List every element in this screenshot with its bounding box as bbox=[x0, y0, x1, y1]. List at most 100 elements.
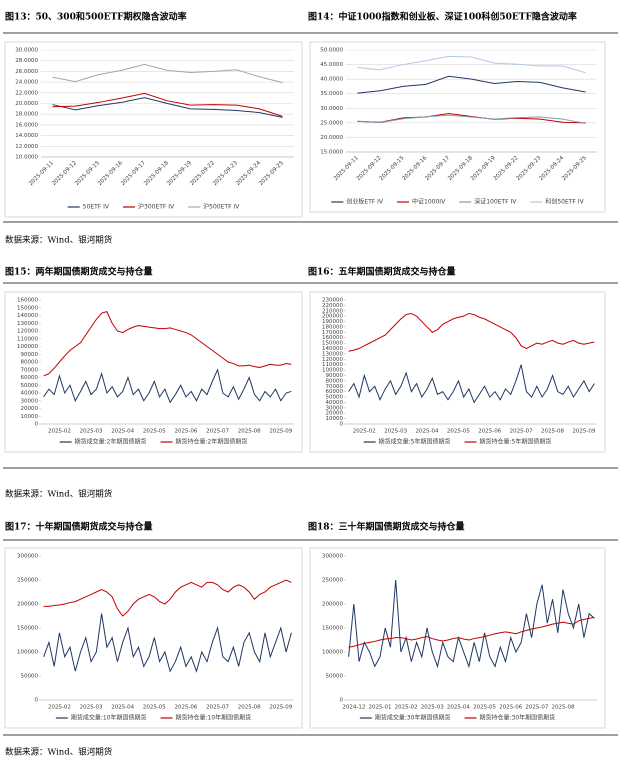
y-tick-label: 20.0000 bbox=[320, 135, 343, 141]
source-note: 数据来源：Wind、银河期货 bbox=[5, 747, 113, 758]
y-tick-label: 120000 bbox=[322, 357, 343, 363]
legend-label: 沪500ETF IV bbox=[203, 203, 240, 211]
y-tick-label: 70000 bbox=[21, 367, 39, 373]
chart-caption: 图17：十年期国债期货成交与持仓量 bbox=[5, 521, 153, 533]
chart-frame bbox=[309, 547, 606, 729]
legend-label: 深证100ETF IV bbox=[474, 198, 517, 206]
legend: 期货成交量:30年期国债期货 期货持仓量:30年期国债期货 bbox=[359, 714, 555, 722]
legend-label: 期货成交量:2年期国债期货 bbox=[75, 438, 147, 446]
x-tick-label: 2025-07 bbox=[206, 705, 229, 711]
legend: 50ETF IV 沪300ETF IV 沪500ETF IV bbox=[67, 203, 240, 211]
x-tick-label: 2025-09 bbox=[269, 429, 292, 435]
y-tick-label: 130000 bbox=[322, 351, 343, 357]
legend: 期货成交量:5年期国债期货 期货持仓量:5年期国债期货 bbox=[363, 438, 551, 446]
y-tick-label: 45.0000 bbox=[320, 62, 343, 68]
y-tick-label: 160000 bbox=[17, 298, 38, 304]
y-tick-label: 50.0000 bbox=[320, 48, 343, 54]
x-tick-label: 2025-05 bbox=[473, 705, 496, 711]
y-tick-label: 70000 bbox=[326, 384, 344, 390]
y-tick-label: 100000 bbox=[322, 650, 343, 656]
x-tick-label: 2025-03 bbox=[421, 705, 444, 711]
x-tick-label: 2025-08 bbox=[552, 705, 575, 711]
legend: 期货成交量:10年期国债期货 期货持仓量:10年期国债期货 bbox=[55, 714, 252, 722]
x-tick-label: 2025-06 bbox=[478, 429, 501, 435]
x-tick-label: 2025-05 bbox=[143, 429, 166, 435]
y-tick-label: 0 bbox=[35, 698, 39, 704]
x-tick-label: 2025-03 bbox=[80, 429, 103, 435]
series-line bbox=[43, 311, 292, 377]
y-tick-label: 130000 bbox=[17, 321, 38, 327]
chart-caption: 图15：两年期国债期货成交与持仓量 bbox=[5, 266, 153, 278]
series-line bbox=[348, 364, 595, 404]
x-tick-label: 2025-01 bbox=[368, 705, 391, 711]
x-tick-label: 2025-03 bbox=[80, 705, 103, 711]
y-tick-label: 50000 bbox=[21, 383, 39, 389]
series-line bbox=[43, 613, 292, 673]
legend: 创业板ETF IV 中证1000IV 深证100ETF IV 科创50ETF IV bbox=[331, 198, 585, 206]
x-tick-label: 2025-08 bbox=[238, 705, 261, 711]
y-tick-label: 140000 bbox=[322, 346, 343, 352]
series-line bbox=[348, 312, 595, 352]
series-line bbox=[357, 75, 586, 94]
y-tick-label: 20000 bbox=[326, 411, 344, 417]
y-tick-label: 16.0000 bbox=[15, 122, 38, 128]
y-tick-label: 100000 bbox=[322, 368, 343, 374]
x-tick-label: 2025-08 bbox=[238, 429, 261, 435]
y-tick-label: 25.0000 bbox=[320, 120, 343, 126]
series-line bbox=[357, 113, 586, 124]
y-tick-label: 110000 bbox=[17, 336, 38, 342]
legend-label: 创业板ETF IV bbox=[346, 198, 384, 206]
chart-caption: 图14：中证1000指数和创业板、深证100科创50ETF隐含波动率 bbox=[308, 11, 577, 23]
y-tick-label: 250000 bbox=[17, 578, 38, 584]
y-tick-label: 100000 bbox=[17, 344, 38, 350]
legend-label: 期货持仓量:2年期国债期货 bbox=[176, 438, 248, 446]
chart-frame bbox=[4, 291, 303, 453]
y-tick-label: 50000 bbox=[21, 674, 39, 680]
y-tick-label: 80000 bbox=[326, 378, 344, 384]
series-line bbox=[43, 368, 292, 404]
chart-caption: 图13：50、300和500ETF期权隐含波动率 bbox=[5, 11, 187, 23]
x-tick-label: 2025-02 bbox=[48, 429, 71, 435]
y-tick-label: 300000 bbox=[17, 554, 38, 560]
y-tick-label: 10000 bbox=[21, 414, 39, 420]
x-tick-label: 2025-06 bbox=[499, 705, 522, 711]
y-tick-label: 22.0000 bbox=[15, 90, 38, 96]
y-tick-label: 10000 bbox=[326, 416, 344, 422]
series-line bbox=[348, 579, 595, 669]
source-note: 数据来源：Wind、银河期货 bbox=[5, 235, 113, 246]
chart-frame bbox=[309, 41, 606, 213]
chart-frame bbox=[4, 41, 303, 218]
x-tick-label: 2025-03 bbox=[384, 429, 407, 435]
chart-caption: 图16：五年期国债期货成交与持仓量 bbox=[308, 266, 456, 278]
legend-label: 中证1000IV bbox=[412, 198, 446, 206]
x-tick-label: 2025-09-25 bbox=[561, 155, 588, 182]
series-line bbox=[52, 92, 283, 117]
legend-label: 期货持仓量:10年期国债期货 bbox=[176, 714, 252, 722]
x-tick-label: 2025-04 bbox=[416, 429, 439, 435]
y-tick-label: 0 bbox=[340, 698, 344, 704]
y-tick-label: 180000 bbox=[322, 324, 343, 330]
y-tick-label: 50000 bbox=[326, 674, 344, 680]
chart-frame bbox=[309, 291, 606, 453]
y-tick-label: 60000 bbox=[326, 389, 344, 395]
x-tick-label: 2025-02 bbox=[48, 705, 71, 711]
y-tick-label: 160000 bbox=[322, 335, 343, 341]
x-tick-label: 2025-06 bbox=[174, 705, 197, 711]
y-tick-label: 24.0000 bbox=[15, 80, 38, 86]
chart-caption: 图18：三十年期国债期货成交与持仓量 bbox=[308, 521, 465, 533]
x-tick-label: 2025-04 bbox=[111, 705, 134, 711]
series-line bbox=[357, 114, 586, 124]
x-tick-label: 2025-04 bbox=[111, 429, 134, 435]
x-tick-label: 2025-09-25 bbox=[258, 160, 285, 187]
y-tick-label: 28.0000 bbox=[15, 58, 38, 64]
series-line bbox=[348, 616, 595, 648]
y-tick-label: 20000 bbox=[21, 406, 39, 412]
x-tick-label: 2025-07 bbox=[206, 429, 229, 435]
series-line bbox=[43, 579, 292, 617]
y-tick-label: 40.0000 bbox=[320, 77, 343, 83]
y-tick-label: 50000 bbox=[326, 395, 344, 401]
y-tick-label: 220000 bbox=[322, 303, 343, 309]
y-tick-label: 10.0000 bbox=[15, 155, 38, 161]
legend-label: 科创50ETF IV bbox=[545, 198, 584, 206]
series-line bbox=[52, 63, 283, 84]
